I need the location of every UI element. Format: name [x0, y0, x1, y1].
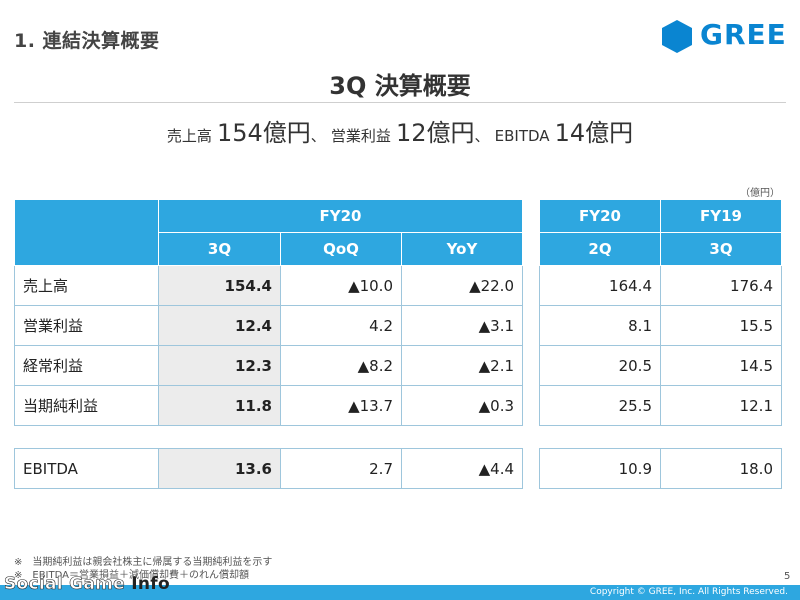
- summary-op-value: 12億円: [395, 119, 475, 147]
- summary-op-label: 営業利益: [330, 127, 391, 145]
- page-title: 3Q 決算概要: [329, 72, 471, 100]
- summary-line: 売上高 154億円、 営業利益 12億円、 EBITDA 14億円: [0, 113, 800, 148]
- section-title: 1. 連結決算概要: [14, 30, 160, 52]
- unit-note: （億円）: [740, 188, 780, 199]
- watermark-text: Social Game: [4, 574, 132, 595]
- footer-bar: Copyright © GREE, Inc. All Rights Reserv…: [0, 585, 800, 600]
- value-fy20-2q: 10.9: [539, 448, 661, 489]
- header-prev-fy19: FY19: [660, 199, 782, 233]
- results-table-current: FY20 3Q QoQ YoY 売上高 154.4 ▲10.0 ▲22.0 営業…: [14, 199, 523, 426]
- summary-separator: 、: [310, 127, 326, 145]
- row-label: 経常利益: [14, 345, 159, 386]
- table-row: 164.4 176.4: [539, 265, 782, 306]
- title-divider: [14, 102, 786, 103]
- hexagon-logo-icon: [662, 20, 692, 53]
- value-yoy: ▲2.1: [401, 345, 523, 386]
- value-fy19-3q: 176.4: [660, 265, 782, 306]
- value-fy19-3q: 18.0: [660, 448, 782, 489]
- footnote: ※ EBITDA＝営業損益＋減価償却費＋のれん償却額: [14, 570, 249, 581]
- table-row: 営業利益 12.4 4.2 ▲3.1: [14, 305, 523, 346]
- summary-separator: 、: [474, 127, 490, 145]
- table-row: EBITDA 13.6 2.7 ▲4.4: [14, 448, 523, 489]
- table-row: 売上高 154.4 ▲10.0 ▲22.0: [14, 265, 523, 306]
- row-label: EBITDA: [14, 448, 159, 489]
- value-fy19-3q: 12.1: [660, 385, 782, 426]
- summary-ebitda-value: 14億円: [554, 119, 634, 147]
- value-3q: 154.4: [158, 265, 281, 306]
- value-3q: 12.3: [158, 345, 281, 386]
- value-qoq: 4.2: [280, 305, 402, 346]
- footnotes: ※ 当期純利益は親会社株主に帰属する当期純利益を示す ※ EBITDA＝営業損益…: [14, 556, 272, 582]
- row-label: 当期純利益: [14, 385, 159, 426]
- value-fy19-3q: 14.5: [660, 345, 782, 386]
- header-3q: 3Q: [158, 232, 281, 266]
- row-label: 営業利益: [14, 305, 159, 346]
- value-qoq: ▲10.0: [280, 265, 402, 306]
- value-fy19-3q: 15.5: [660, 305, 782, 346]
- watermark-text-info: Info: [131, 574, 170, 594]
- summary-revenue-label: 売上高: [166, 127, 212, 145]
- watermark: Social Game Info: [4, 574, 170, 595]
- table-row: 25.5 12.1: [539, 385, 782, 426]
- value-yoy: ▲3.1: [401, 305, 523, 346]
- table-row: 当期純利益 11.8 ▲13.7 ▲0.3: [14, 385, 523, 426]
- row-label: 売上高: [14, 265, 159, 306]
- header-fy20: FY20: [158, 199, 523, 233]
- value-qoq: ▲8.2: [280, 345, 402, 386]
- value-3q: 13.6: [158, 448, 281, 489]
- header-prev-2q: 2Q: [539, 232, 661, 266]
- value-qoq: ▲13.7: [280, 385, 402, 426]
- logo-text: GREE: [700, 18, 787, 51]
- footnote: ※ 当期純利益は親会社株主に帰属する当期純利益を示す: [14, 557, 273, 568]
- table-row: 10.9 18.0: [539, 448, 782, 489]
- header-yoy: YoY: [401, 232, 523, 266]
- header-qoq: QoQ: [280, 232, 402, 266]
- header-blank: [14, 199, 159, 266]
- value-fy20-2q: 25.5: [539, 385, 661, 426]
- ebitda-table-current: EBITDA 13.6 2.7 ▲4.4: [14, 448, 523, 489]
- value-fy20-2q: 164.4: [539, 265, 661, 306]
- table-row: 経常利益 12.3 ▲8.2 ▲2.1: [14, 345, 523, 386]
- value-yoy: ▲4.4: [401, 448, 523, 489]
- value-3q: 12.4: [158, 305, 281, 346]
- value-3q: 11.8: [158, 385, 281, 426]
- results-table-previous: FY20 FY19 2Q 3Q 164.4 176.4 8.1 15.5 20.…: [539, 199, 782, 426]
- value-fy20-2q: 20.5: [539, 345, 661, 386]
- page-number: 5: [784, 571, 791, 582]
- gree-logo: GREE: [662, 18, 786, 54]
- value-yoy: ▲22.0: [401, 265, 523, 306]
- table-row: 20.5 14.5: [539, 345, 782, 386]
- ebitda-table-previous: 10.9 18.0: [539, 448, 782, 489]
- value-yoy: ▲0.3: [401, 385, 523, 426]
- table-row: 8.1 15.5: [539, 305, 782, 346]
- summary-ebitda-label: EBITDA: [494, 127, 550, 145]
- header-prev-fy20: FY20: [539, 199, 661, 233]
- copyright-text: Copyright © GREE, Inc. All Rights Reserv…: [589, 587, 788, 597]
- summary-revenue-value: 154億円: [216, 119, 311, 147]
- value-fy20-2q: 8.1: [539, 305, 661, 346]
- header-prev-3q: 3Q: [660, 232, 782, 266]
- value-qoq: 2.7: [280, 448, 402, 489]
